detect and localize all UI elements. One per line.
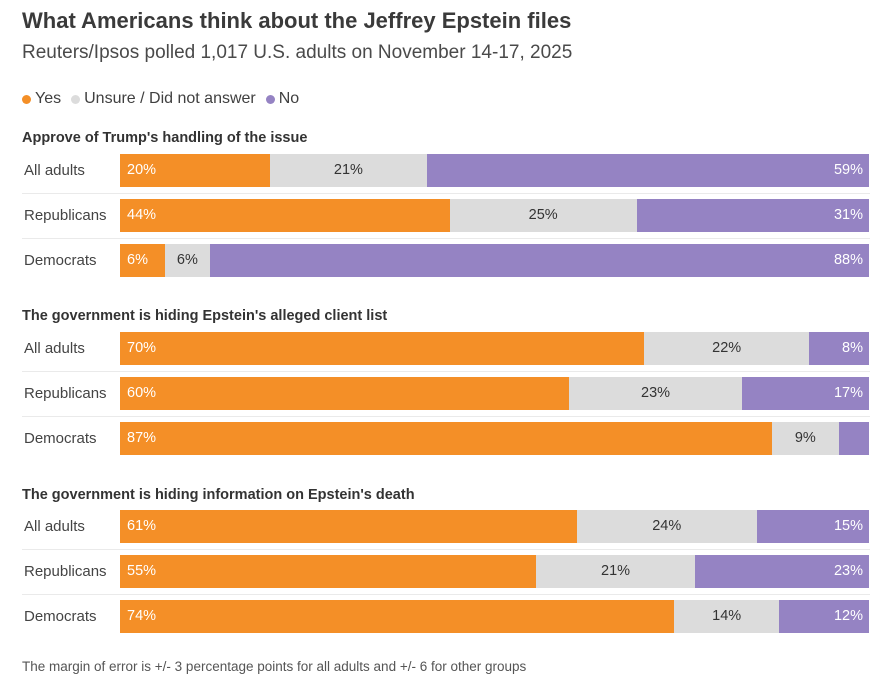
- row-label: Democrats: [24, 608, 97, 625]
- bar-track: 44% 25% 31%: [120, 199, 869, 232]
- group-title: The government is hiding Epstein's alleg…: [22, 308, 388, 324]
- row-divider: [22, 371, 870, 372]
- bar-segment-unsure: 25%: [449, 199, 637, 232]
- bar-track: 61% 24% 15%: [120, 510, 869, 543]
- legend-swatch: [22, 94, 31, 104]
- bar-segment-no: 8%: [809, 332, 869, 365]
- bar-row: Democrats 87% 9%: [22, 416, 870, 461]
- bar-row: Republicans 44% 25% 31%: [22, 193, 870, 238]
- row-label: All adults: [24, 340, 85, 357]
- legend-item-1: Unsure / Did not answer: [71, 90, 256, 108]
- row-divider: [22, 416, 870, 417]
- chart-title: What Americans think about the Jeffrey E…: [22, 8, 572, 33]
- bar-segment-no: 88%: [209, 244, 869, 277]
- bar-segment-unsure: 23%: [569, 377, 742, 410]
- bar-segment-no: 31%: [636, 199, 869, 232]
- legend-label: Unsure / Did not answer: [84, 90, 256, 107]
- group-title: Approve of Trump's handling of the issue: [22, 130, 308, 146]
- legend-item-0: Yes: [22, 90, 61, 108]
- bar-segment-yes: 70%: [120, 332, 645, 365]
- row-label: Republicans: [24, 207, 107, 224]
- bar-segment-no: 12%: [779, 600, 869, 633]
- legend-swatch: [71, 94, 81, 104]
- bar-row: Republicans 55% 21% 23%: [22, 549, 870, 594]
- bar-segment-no: 15%: [756, 510, 869, 543]
- bar-segment-yes: 61%: [120, 510, 577, 543]
- group-title: The government is hiding information on …: [22, 487, 415, 503]
- chart-subtitle: Reuters/Ipsos polled 1,017 U.S. adults o…: [22, 42, 573, 63]
- bar-segment-unsure: 24%: [576, 510, 757, 543]
- bar-segment-no: 59%: [427, 154, 869, 187]
- bar-segment-unsure: 14%: [674, 600, 780, 633]
- row-divider: [22, 549, 870, 550]
- bar-segment-unsure: 22%: [644, 332, 810, 365]
- bar-segment-yes: 74%: [120, 600, 675, 633]
- row-divider: [22, 193, 870, 194]
- bar-segment-no: [839, 422, 869, 455]
- legend-label: No: [278, 90, 300, 107]
- bar-row: All adults 20% 21% 59%: [22, 148, 870, 193]
- bar-track: 20% 21% 59%: [120, 154, 869, 187]
- legend-item-2: No: [265, 90, 300, 108]
- footnote: The margin of error is +/- 3 percentage …: [22, 659, 527, 674]
- bar-row: Republicans 60% 23% 17%: [22, 371, 870, 416]
- bar-segment-yes: 6%: [120, 244, 165, 277]
- bar-track: 6% 6% 88%: [120, 244, 869, 277]
- bar-segment-yes: 60%: [120, 377, 570, 410]
- legend-label: Yes: [35, 90, 62, 107]
- bar-segment-no: 23%: [694, 555, 869, 588]
- bar-track: 55% 21% 23%: [120, 555, 869, 588]
- row-label: Democrats: [24, 430, 97, 447]
- bar-segment-unsure: 6%: [164, 244, 210, 277]
- row-divider: [22, 594, 870, 595]
- legend-swatch: [265, 94, 275, 104]
- bar-segment-yes: 55%: [120, 555, 537, 588]
- row-label: Republicans: [24, 385, 107, 402]
- legend: Yes Unsure / Did not answer No: [22, 90, 309, 108]
- bar-row: Democrats 74% 14% 12%: [22, 594, 870, 639]
- bar-track: 74% 14% 12%: [120, 600, 869, 633]
- bar-row: All adults 61% 24% 15%: [22, 504, 870, 549]
- bar-segment-yes: 44%: [120, 199, 450, 232]
- bar-row: All adults 70% 22% 8%: [22, 326, 870, 371]
- row-divider: [22, 238, 870, 239]
- bar-segment-unsure: 9%: [771, 422, 840, 455]
- bar-row: Democrats 6% 6% 88%: [22, 238, 870, 283]
- bar-segment-unsure: 21%: [536, 555, 695, 588]
- bar-segment-unsure: 21%: [269, 154, 428, 187]
- bar-segment-yes: 20%: [120, 154, 270, 187]
- bar-segment-no: 17%: [741, 377, 869, 410]
- row-label: Republicans: [24, 563, 107, 580]
- bar-track: 87% 9%: [120, 422, 869, 455]
- row-label: All adults: [24, 518, 85, 535]
- bar-track: 70% 22% 8%: [120, 332, 869, 365]
- row-label: Democrats: [24, 252, 97, 269]
- bar-track: 60% 23% 17%: [120, 377, 869, 410]
- row-label: All adults: [24, 162, 85, 179]
- bar-segment-yes: 87%: [120, 422, 772, 455]
